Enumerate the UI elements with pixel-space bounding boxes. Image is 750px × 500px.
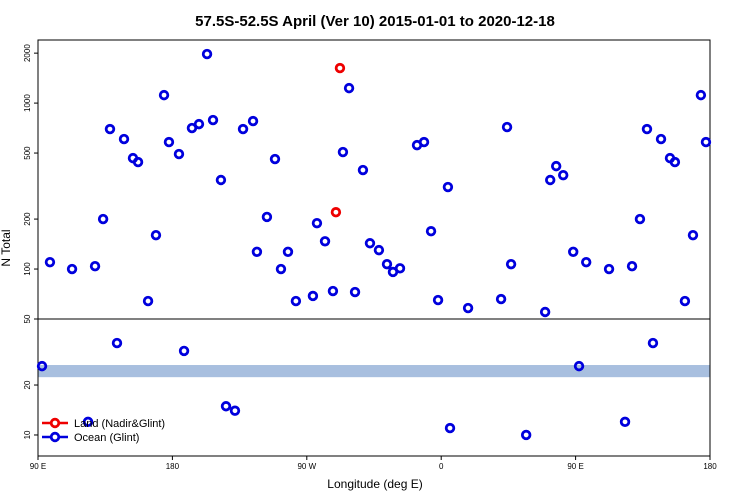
data-point <box>603 263 615 275</box>
data-point <box>641 123 653 135</box>
data-point <box>334 62 346 74</box>
data-point <box>669 156 681 168</box>
data-point <box>158 89 170 101</box>
data-point <box>319 236 331 247</box>
data-point <box>501 121 513 133</box>
data-point <box>687 229 699 241</box>
data-point <box>215 174 227 186</box>
legend-label: Land (Nadir&Glint) <box>74 418 165 430</box>
data-point <box>425 226 437 237</box>
x-tick-label: 90 E <box>567 462 583 471</box>
data-point <box>36 360 48 372</box>
data-point <box>337 146 349 158</box>
data-point <box>207 114 219 126</box>
y-tick-label: 50 <box>23 314 32 323</box>
data-point <box>545 174 556 186</box>
data-point <box>442 181 454 193</box>
data-point <box>558 169 569 181</box>
data-point <box>364 238 376 249</box>
data-point <box>550 160 562 172</box>
y-axis-label: N Total <box>0 229 13 266</box>
data-point <box>373 244 385 256</box>
data-point <box>247 115 259 127</box>
data-point <box>261 211 273 223</box>
data-point <box>142 295 154 307</box>
data-point <box>394 263 406 274</box>
data-point <box>111 337 123 349</box>
data-point <box>432 294 444 306</box>
x-tick-label: 180 <box>166 462 180 471</box>
data-point <box>539 306 551 318</box>
data-point <box>700 136 712 148</box>
data-point <box>444 422 456 434</box>
data-point <box>634 213 646 225</box>
data-point <box>104 123 116 135</box>
data-point <box>97 213 109 225</box>
data-point <box>626 261 638 272</box>
shaded-band <box>38 365 710 378</box>
plot-frame <box>37 39 711 457</box>
data-point <box>173 148 185 160</box>
data-point <box>327 285 339 297</box>
y-tick-label: 2000 <box>23 44 32 62</box>
data-point <box>520 429 532 441</box>
y-tick-label: 20 <box>23 380 32 389</box>
data-point <box>150 229 162 241</box>
data-point <box>44 256 56 268</box>
data-point <box>307 290 319 302</box>
data-point <box>343 82 355 94</box>
data-point <box>581 256 592 268</box>
data-point <box>269 153 281 165</box>
data-point <box>349 286 361 298</box>
data-point <box>568 246 579 258</box>
data-point <box>132 156 144 168</box>
legend-marker <box>49 417 61 429</box>
data-point <box>418 136 430 148</box>
data-point <box>178 345 190 357</box>
data-point <box>330 207 342 218</box>
y-tick-label: 500 <box>23 146 32 160</box>
x-tick-label: 0 <box>439 462 444 471</box>
data-point <box>505 258 517 270</box>
data-point <box>193 118 205 130</box>
y-tick-label: 1000 <box>23 94 32 112</box>
data-point <box>66 263 78 275</box>
data-point <box>229 405 241 416</box>
data-point <box>647 337 659 349</box>
data-point <box>495 293 507 305</box>
data-point <box>282 246 294 258</box>
data-point <box>118 133 130 145</box>
legend-marker <box>49 431 61 443</box>
data-point <box>695 89 707 101</box>
legend-label: Ocean (Glint) <box>74 432 139 444</box>
data-point <box>220 401 232 412</box>
x-axis-label: Longitude (deg E) <box>327 477 422 491</box>
data-point <box>357 164 369 176</box>
y-tick-label: 200 <box>23 212 32 226</box>
data-point <box>462 302 474 314</box>
x-tick-label: 180 <box>703 462 717 471</box>
chart-title: 57.5S-52.5S April (Ver 10) 2015-01-01 to… <box>195 13 555 30</box>
data-point <box>573 360 585 372</box>
data-point <box>381 258 393 270</box>
x-tick-label: 90 W <box>297 462 316 471</box>
data-point <box>82 416 94 428</box>
data-point <box>619 416 631 428</box>
y-tick-label: 100 <box>23 262 32 276</box>
data-point <box>290 295 302 307</box>
data-point <box>679 295 691 307</box>
data-point <box>251 246 263 258</box>
data-point <box>655 133 667 145</box>
data-point <box>201 48 213 60</box>
data-point <box>311 217 323 229</box>
data-point <box>237 123 249 135</box>
x-tick-label: 90 E <box>30 462 46 471</box>
data-point <box>163 136 175 148</box>
data-point <box>89 261 101 272</box>
data-point <box>275 263 287 275</box>
y-tick-label: 10 <box>23 430 32 439</box>
